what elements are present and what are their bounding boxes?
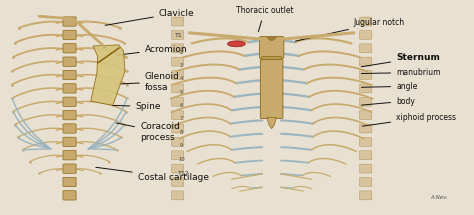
FancyBboxPatch shape xyxy=(262,57,282,62)
FancyBboxPatch shape xyxy=(172,57,184,66)
Text: 6: 6 xyxy=(180,103,183,108)
FancyBboxPatch shape xyxy=(172,31,184,39)
Text: xiphoid process: xiphoid process xyxy=(362,112,456,126)
FancyBboxPatch shape xyxy=(63,191,76,200)
Text: Thoracic outlet: Thoracic outlet xyxy=(236,6,293,32)
Text: 9: 9 xyxy=(180,143,183,148)
FancyBboxPatch shape xyxy=(359,71,372,80)
FancyBboxPatch shape xyxy=(359,164,372,173)
FancyBboxPatch shape xyxy=(172,97,184,106)
FancyBboxPatch shape xyxy=(63,137,76,147)
Text: Spine: Spine xyxy=(112,102,161,111)
FancyBboxPatch shape xyxy=(359,151,372,160)
FancyBboxPatch shape xyxy=(172,71,184,80)
FancyBboxPatch shape xyxy=(260,60,283,118)
FancyBboxPatch shape xyxy=(359,57,372,66)
FancyBboxPatch shape xyxy=(359,44,372,53)
Text: T12: T12 xyxy=(178,171,190,177)
Text: 5: 5 xyxy=(180,90,183,95)
Polygon shape xyxy=(267,37,276,41)
FancyBboxPatch shape xyxy=(63,177,76,187)
Text: body: body xyxy=(361,97,415,106)
FancyBboxPatch shape xyxy=(359,124,372,133)
FancyBboxPatch shape xyxy=(63,70,76,80)
FancyBboxPatch shape xyxy=(63,30,76,40)
FancyBboxPatch shape xyxy=(172,137,184,146)
FancyBboxPatch shape xyxy=(359,191,372,200)
FancyBboxPatch shape xyxy=(172,151,184,160)
FancyBboxPatch shape xyxy=(172,84,184,93)
FancyBboxPatch shape xyxy=(172,178,184,186)
FancyBboxPatch shape xyxy=(259,37,284,58)
FancyBboxPatch shape xyxy=(172,124,184,133)
FancyBboxPatch shape xyxy=(63,57,76,66)
FancyBboxPatch shape xyxy=(359,137,372,146)
Ellipse shape xyxy=(228,41,246,47)
FancyBboxPatch shape xyxy=(359,111,372,120)
Text: Costal cartilage: Costal cartilage xyxy=(96,167,209,182)
Text: 3: 3 xyxy=(180,63,183,68)
FancyBboxPatch shape xyxy=(63,84,76,93)
Text: Sternum: Sternum xyxy=(361,53,440,67)
FancyBboxPatch shape xyxy=(359,97,372,106)
Text: manubrium: manubrium xyxy=(361,68,441,77)
FancyBboxPatch shape xyxy=(172,111,184,120)
Text: 7: 7 xyxy=(180,117,183,121)
FancyBboxPatch shape xyxy=(63,124,76,133)
Polygon shape xyxy=(267,117,276,129)
Text: 8: 8 xyxy=(180,130,183,135)
FancyBboxPatch shape xyxy=(172,17,184,26)
FancyBboxPatch shape xyxy=(359,17,372,26)
Text: A.Nev.: A.Nev. xyxy=(430,195,448,200)
Text: 2: 2 xyxy=(180,50,183,55)
FancyBboxPatch shape xyxy=(63,164,76,173)
FancyBboxPatch shape xyxy=(63,111,76,120)
FancyBboxPatch shape xyxy=(359,178,372,186)
Text: T1: T1 xyxy=(175,34,182,38)
Text: Glenoid
fossa: Glenoid fossa xyxy=(117,72,180,92)
FancyBboxPatch shape xyxy=(359,31,372,39)
Text: Clavicle: Clavicle xyxy=(105,9,194,25)
FancyBboxPatch shape xyxy=(172,164,184,173)
Text: Jugular notch: Jugular notch xyxy=(295,18,405,41)
FancyBboxPatch shape xyxy=(172,44,184,53)
Text: 10: 10 xyxy=(178,157,185,161)
FancyBboxPatch shape xyxy=(63,17,76,26)
FancyBboxPatch shape xyxy=(63,97,76,106)
FancyBboxPatch shape xyxy=(172,191,184,200)
Text: 4: 4 xyxy=(180,76,183,81)
Text: Coracoid
process: Coracoid process xyxy=(116,122,180,142)
FancyBboxPatch shape xyxy=(359,84,372,93)
Text: Acromion: Acromion xyxy=(117,45,187,55)
FancyBboxPatch shape xyxy=(63,44,76,53)
FancyBboxPatch shape xyxy=(63,150,76,160)
Text: angle: angle xyxy=(361,82,418,91)
Polygon shape xyxy=(91,45,125,105)
